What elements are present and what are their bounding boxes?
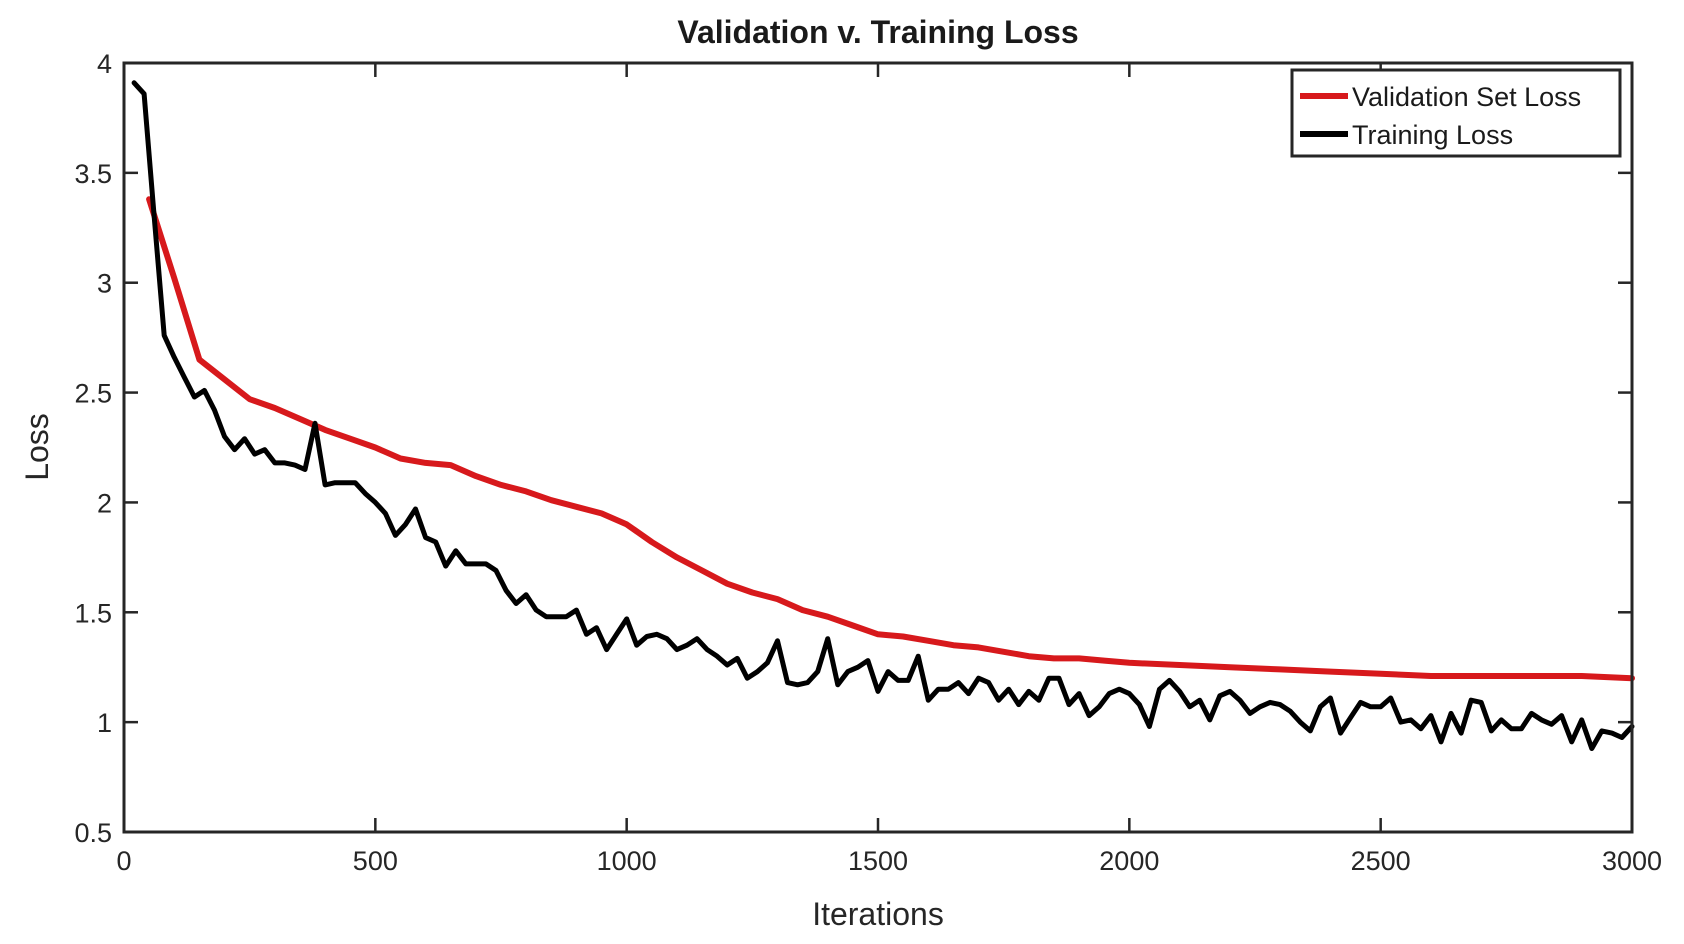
y-tick-label: 1.5 [74, 598, 112, 628]
validation-loss-line [146, 196, 1635, 682]
legend-label-validation: Validation Set Loss [1352, 82, 1581, 112]
y-tick-label: 3.5 [74, 159, 112, 189]
x-tick-label: 3000 [1602, 846, 1662, 876]
x-tick-label: 0 [116, 846, 131, 876]
x-tick-label: 1500 [848, 846, 908, 876]
y-tick-label: 4 [97, 49, 112, 79]
legend-box [1290, 68, 1622, 158]
legend-label-training: Training Loss [1352, 120, 1513, 150]
y-tick-label: 3 [97, 269, 112, 299]
y-axis-label: Loss [19, 413, 55, 481]
chart-title: Validation v. Training Loss [677, 14, 1078, 50]
y-tick-label: 2 [97, 488, 112, 518]
x-tick-label: 2000 [1099, 846, 1159, 876]
legend: Validation Set Loss Training Loss [1290, 68, 1622, 158]
training-loss-line [131, 80, 1635, 751]
x-tick-label: 1000 [597, 846, 657, 876]
axis-ticks: 0 500 1000 1500 2000 2500 3000 0.5 1 1.5 2 2.5 3 3.5 4 [74, 49, 1662, 876]
plot-frame [122, 61, 1634, 834]
plot-lines [131, 80, 1635, 751]
x-axis-label: Iterations [812, 896, 944, 932]
y-tick-label: 1 [97, 708, 112, 738]
x-tick-label: 2500 [1351, 846, 1411, 876]
y-tick-label: 0.5 [74, 818, 112, 848]
x-tick-label: 500 [353, 846, 398, 876]
y-tick-label: 2.5 [74, 379, 112, 409]
